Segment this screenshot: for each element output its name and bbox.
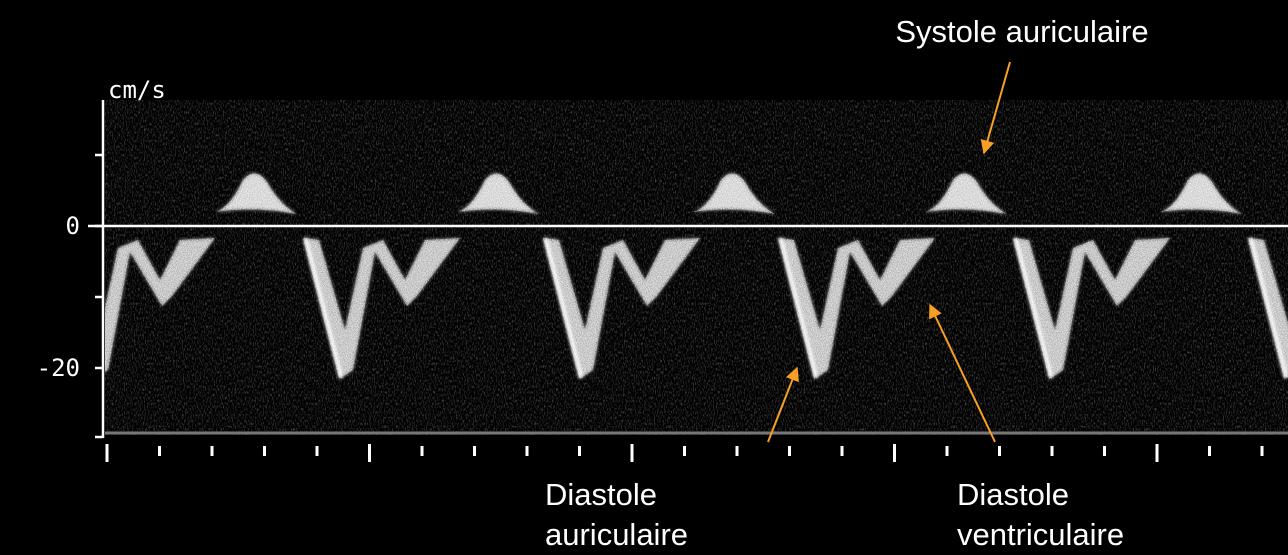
a-wave xyxy=(925,173,1007,214)
annotation: ventriculaire xyxy=(957,517,1124,552)
e-wave-edge xyxy=(1248,237,1288,379)
arrow xyxy=(929,303,996,443)
x-ticks xyxy=(105,444,1264,462)
y-label: -20 xyxy=(37,354,80,382)
e-wave-edge xyxy=(303,237,343,379)
y-ticks xyxy=(95,153,103,439)
e-wave-edge xyxy=(543,237,583,379)
e-wave-edge xyxy=(778,237,818,379)
e-wave xyxy=(780,238,935,378)
annotation: Systole auriculaire xyxy=(895,14,1148,49)
doppler-trace xyxy=(105,173,1288,379)
annotation: auriculaire xyxy=(545,517,688,552)
y-label: 0 xyxy=(66,212,80,240)
speckle-background xyxy=(105,100,1288,435)
annotation: Diastole xyxy=(957,477,1069,512)
e-wave xyxy=(1015,238,1170,378)
unit-label: cm/s xyxy=(108,76,166,104)
e-wave xyxy=(105,238,215,372)
a-wave xyxy=(457,173,539,214)
a-wave xyxy=(693,173,775,214)
annotation: Diastole xyxy=(545,477,657,512)
e-wave xyxy=(545,238,700,378)
arrow xyxy=(980,61,1011,155)
a-wave xyxy=(215,173,297,214)
e-wave xyxy=(305,238,460,378)
arrow xyxy=(767,366,799,443)
a-wave xyxy=(1160,173,1242,214)
e-wave-edge xyxy=(1013,237,1053,379)
